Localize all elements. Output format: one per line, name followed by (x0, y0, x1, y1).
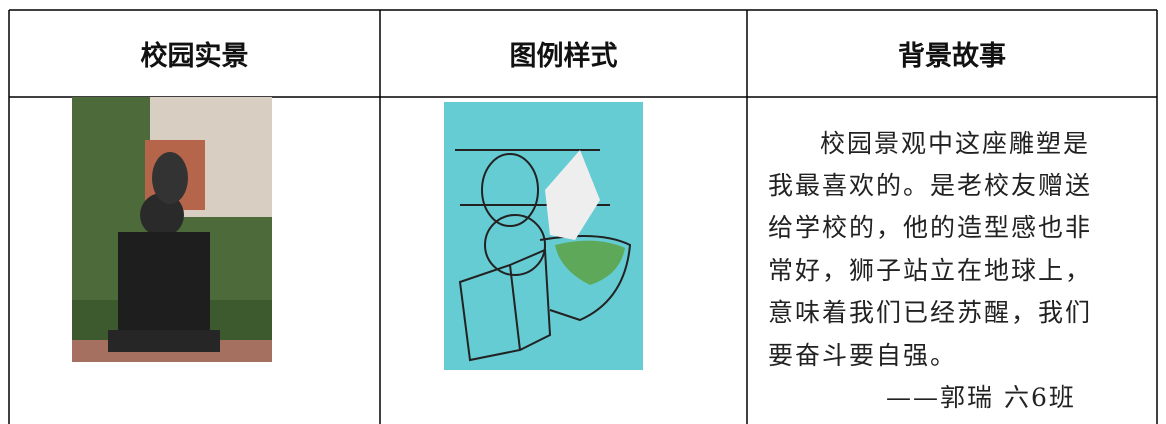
story-line: 我最喜欢的。是老校友赠送 (768, 171, 1093, 200)
story-line: 要奋斗要自强。 (768, 341, 958, 370)
illustration (444, 102, 643, 370)
header-cell: 背景故事 (898, 41, 1006, 72)
story-line: 常好，狮子站立在地球上， (768, 256, 1093, 285)
signature: ——郭瑞 六6班 (886, 383, 1076, 412)
header-cell: 校园实景 (140, 41, 249, 72)
header-cell: 图例样式 (509, 41, 618, 72)
story-line: 意味着我们已经苏醒，我们 (768, 298, 1093, 327)
story-line: 给学校的，他的造型感也非 (768, 213, 1093, 242)
campus-photo (72, 97, 272, 362)
story-line: 校园景观中这座雕塑是 (820, 129, 1091, 158)
